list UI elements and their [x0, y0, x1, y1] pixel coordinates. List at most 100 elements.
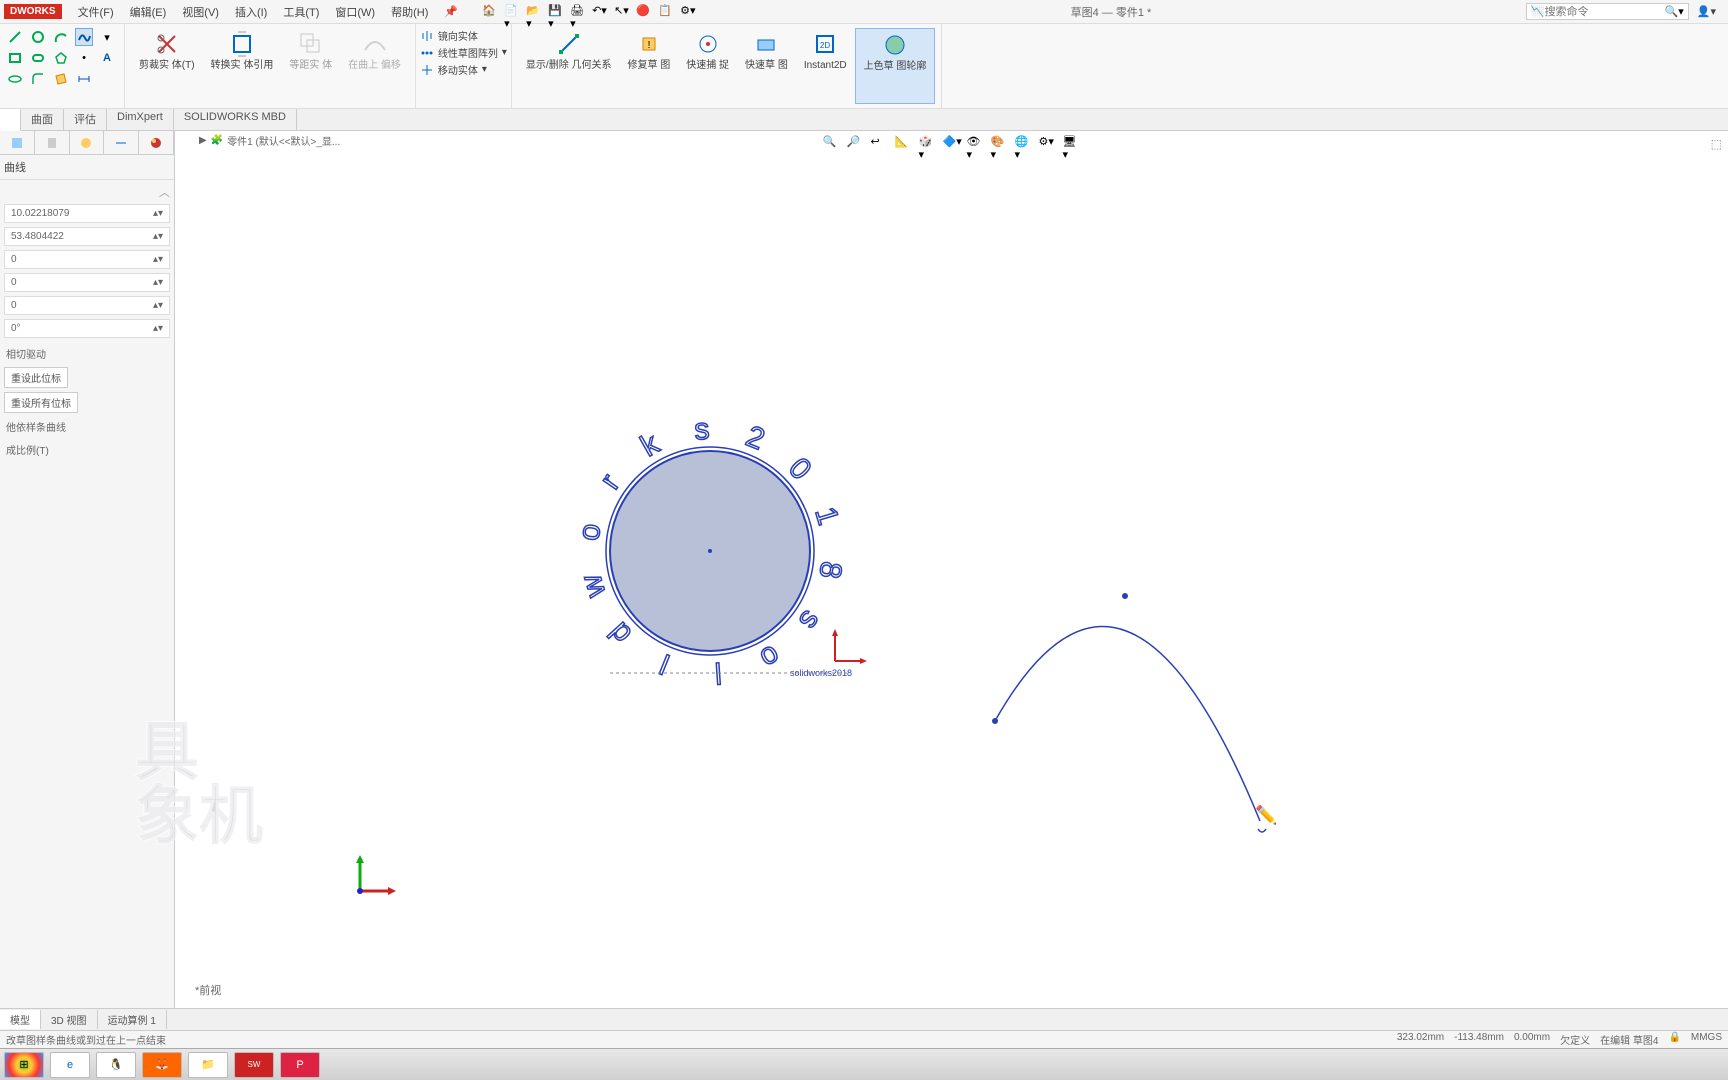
relation-tools: 显示/删除 几何关系 !修复草 图 快速捕 捉 快速草 图 2DInstant2… — [512, 24, 943, 108]
search-dropdown-icon[interactable]: 📉 — [1531, 5, 1545, 18]
shaded-sketch-button[interactable]: 上色草 图轮廓 — [855, 28, 936, 104]
chevron-down-icon[interactable]: ▾ — [98, 28, 116, 46]
repair-button[interactable]: !修复草 图 — [619, 28, 678, 104]
tb-firefox[interactable]: 🦊 — [142, 1052, 182, 1078]
pm-header: 曲线 — [0, 155, 174, 180]
menu-help[interactable]: 帮助(H) — [383, 4, 436, 20]
tb-ppt[interactable]: P — [280, 1052, 320, 1078]
tb-explorer[interactable]: 📁 — [188, 1052, 228, 1078]
status-lock-icon[interactable]: 🔒 — [1668, 1032, 1680, 1047]
spline-icon[interactable] — [75, 28, 93, 46]
menubar: DWORKS 文件(F) 编辑(E) 视图(V) 插入(I) 工具(T) 窗口(… — [0, 0, 1728, 24]
svg-text:✏️: ✏️ — [1255, 804, 1277, 825]
svg-text:w: w — [575, 571, 613, 603]
relations-button[interactable]: 显示/删除 几何关系 — [518, 28, 620, 104]
circle-icon[interactable] — [29, 28, 47, 46]
line-icon[interactable] — [6, 28, 24, 46]
ribbon: ▾ • A 剪裁实 体(T) 转换实 体引用 等距实 体 在曲上 偏移 镜向实体… — [0, 24, 1728, 109]
collapse-icon[interactable]: ︿ — [4, 184, 170, 200]
svg-text:1: 1 — [808, 503, 844, 528]
options-icon[interactable]: 📋 — [658, 4, 674, 20]
pm-tab-config[interactable] — [70, 131, 105, 154]
btab-3dview[interactable]: 3D 视图 — [41, 1010, 98, 1029]
new-icon[interactable]: 📄▾ — [504, 4, 520, 20]
exit-sketch-icon[interactable]: ⬚ — [1711, 137, 1722, 151]
polygon-icon[interactable] — [52, 49, 70, 67]
pm-reset-this[interactable]: 重设此位标 — [4, 367, 68, 388]
trim-button[interactable]: 剪裁实 体(T) — [131, 28, 203, 104]
search-input[interactable] — [1545, 6, 1665, 18]
tb-start[interactable]: ⊞ — [4, 1052, 44, 1078]
text-icon[interactable]: A — [98, 49, 116, 67]
move-button[interactable]: 移动实体▾ — [420, 62, 507, 77]
pm-param-2[interactable]: 0▴▾ — [4, 250, 170, 269]
pm-tab-feature[interactable] — [0, 131, 35, 154]
offset-surface-button[interactable]: 在曲上 偏移 — [340, 28, 409, 104]
btab-model[interactable]: 模型 — [0, 1010, 41, 1029]
plane-icon[interactable] — [52, 70, 70, 88]
convert-button[interactable]: 转换实 体引用 — [203, 28, 282, 104]
pm-param-4[interactable]: 0▴▾ — [4, 296, 170, 315]
open-icon[interactable]: 📂▾ — [526, 4, 542, 20]
menu-edit[interactable]: 编辑(E) — [122, 4, 175, 20]
pm-tab-property[interactable] — [35, 131, 70, 154]
tab-feature[interactable] — [0, 109, 21, 131]
mirror-button[interactable]: 镜向实体 — [420, 28, 507, 43]
property-manager: 曲线 ︿ 10.02218079▴▾ 53.4804422▴▾ 0▴▾ 0▴▾ … — [0, 131, 175, 1008]
tab-mbd[interactable]: SOLIDWORKS MBD — [174, 109, 297, 130]
settings-icon[interactable]: ⚙▾ — [680, 4, 696, 20]
pm-param-5[interactable]: 0°▴▾ — [4, 319, 170, 338]
btab-motion[interactable]: 运动算例 1 — [98, 1010, 167, 1029]
pm-param-1[interactable]: 53.4804422▴▾ — [4, 227, 170, 246]
pm-param-0[interactable]: 10.02218079▴▾ — [4, 204, 170, 223]
menu-file[interactable]: 文件(F) — [70, 4, 122, 20]
home-icon[interactable]: 🏠 — [482, 4, 498, 20]
rapidsketch-button[interactable]: 快速草 图 — [737, 28, 796, 104]
tab-dimxpert[interactable]: DimXpert — [107, 109, 174, 130]
search-box[interactable]: 📉 🔍▾ — [1526, 3, 1689, 20]
menu-insert[interactable]: 插入(I) — [227, 4, 275, 20]
svg-text:2D: 2D — [820, 41, 830, 50]
tb-qq[interactable]: 🐧 — [96, 1052, 136, 1078]
arc-icon[interactable] — [52, 28, 70, 46]
menu-view[interactable]: 视图(V) — [174, 4, 227, 20]
offset-button[interactable]: 等距实 体 — [281, 28, 340, 104]
user-icon[interactable]: 👤▾ — [1689, 5, 1724, 18]
rect-icon[interactable] — [6, 49, 24, 67]
tb-ie[interactable]: e — [50, 1052, 90, 1078]
ellipse-icon[interactable] — [6, 70, 24, 88]
pm-body: ︿ 10.02218079▴▾ 53.4804422▴▾ 0▴▾ 0▴▾ 0▴▾… — [0, 180, 174, 1008]
svg-text:o: o — [572, 521, 607, 543]
rebuild-icon[interactable]: 🔴 — [636, 4, 652, 20]
status-editing: 在编辑 草图4 — [1600, 1032, 1658, 1047]
pm-tab-appearance[interactable] — [139, 131, 174, 154]
select-icon[interactable]: ↖▾ — [614, 4, 630, 20]
status-hint: 改草图样条曲线或到过在上一点结束 — [6, 1032, 1397, 1047]
menu-window[interactable]: 窗口(W) — [327, 4, 383, 20]
fillet-icon[interactable] — [29, 70, 47, 88]
print-icon[interactable]: 🖨▾ — [570, 4, 586, 20]
undo-icon[interactable]: ↶▾ — [592, 4, 608, 20]
status-y: -113.48mm — [1454, 1032, 1504, 1047]
tab-evaluate[interactable]: 评估 — [64, 109, 107, 130]
point-icon[interactable]: • — [75, 49, 93, 67]
tb-solidworks[interactable]: SW — [234, 1052, 274, 1078]
menu-tools[interactable]: 工具(T) — [275, 4, 327, 20]
graphics-area[interactable]: ▶ 🧩 零件1 (默认<<默认>_显... 🔍 🔎 ↩ 📐 🎲▾ 🔷▾ 👁▾ 🎨… — [175, 131, 1728, 1008]
pin-icon[interactable]: 📌 — [436, 5, 466, 18]
slot-icon[interactable] — [29, 49, 47, 67]
save-icon[interactable]: 💾▾ — [548, 4, 564, 20]
instant2d-button[interactable]: 2DInstant2D — [796, 28, 855, 104]
status-defined: 欠定义 — [1560, 1032, 1590, 1047]
dim-icon[interactable] — [75, 70, 93, 88]
pm-tab-dim[interactable] — [104, 131, 139, 154]
search-icon[interactable]: 🔍▾ — [1665, 5, 1684, 18]
quicksnap-button[interactable]: 快速捕 捉 — [678, 28, 737, 104]
status-units[interactable]: MMGS — [1691, 1032, 1722, 1047]
linear-pattern-button[interactable]: 线性草图阵列▾ — [420, 45, 507, 60]
pm-param-3[interactable]: 0▴▾ — [4, 273, 170, 292]
view-label: *前视 — [195, 982, 221, 998]
tab-surface[interactable]: 曲面 — [21, 109, 64, 130]
pattern-tools: 镜向实体 线性草图阵列▾ 移动实体▾ — [416, 24, 512, 108]
pm-reset-all[interactable]: 重设所有位标 — [4, 392, 78, 413]
